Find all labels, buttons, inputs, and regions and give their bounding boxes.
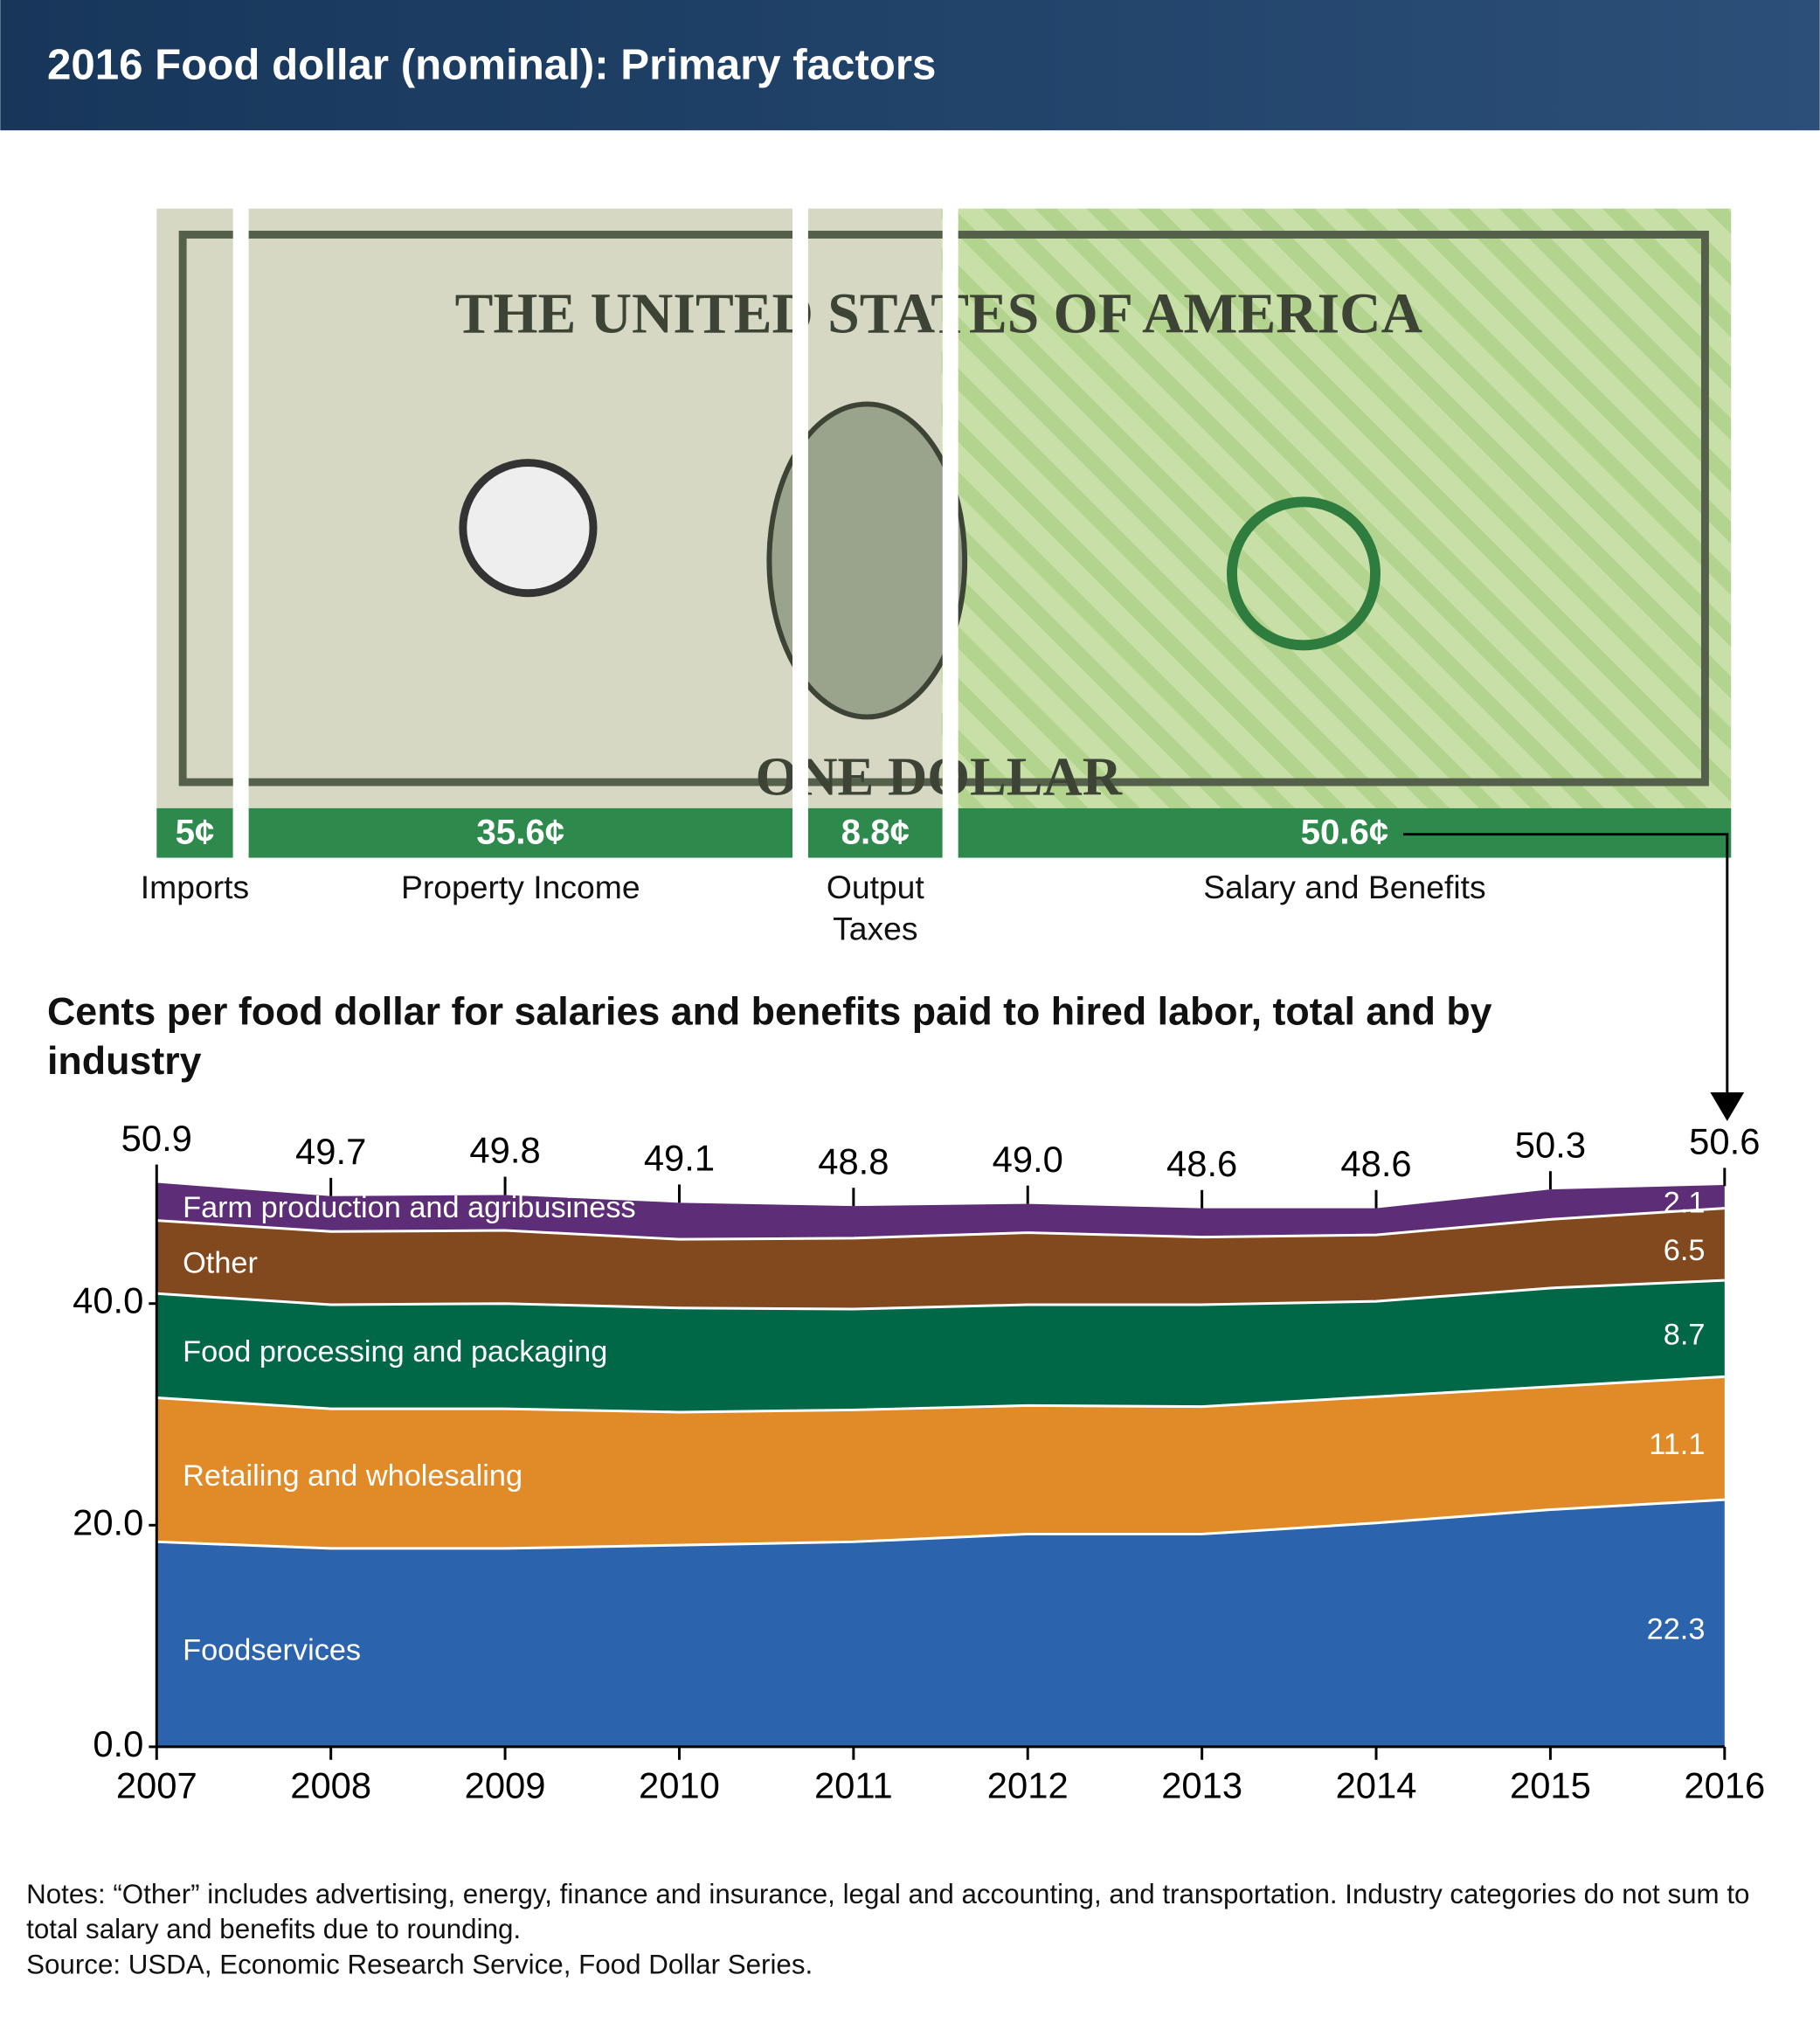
- bill-gap: [232, 195, 249, 874]
- value-label: 8.8¢: [841, 812, 910, 851]
- total-label: 49.7: [295, 1131, 366, 1172]
- end-value-label: 2.1: [1664, 1186, 1706, 1219]
- chart-title-box: Cents per food dollar for salaries and b…: [46, 990, 1492, 1084]
- total-label: 48.6: [1340, 1143, 1411, 1184]
- bill-portrait: [766, 401, 968, 720]
- area: [156, 1280, 1725, 1412]
- dollar-segment: [156, 807, 233, 858]
- bill-gap: [792, 195, 808, 874]
- bill-seal: [459, 459, 598, 598]
- category-label: Imports: [140, 869, 250, 906]
- area-divider: [156, 1207, 1725, 1241]
- x-tick-label: 2016: [1684, 1765, 1765, 1806]
- total-label: 50.3: [1515, 1124, 1586, 1165]
- category-label-box: Imports: [140, 869, 250, 906]
- value-label: 35.6¢: [476, 812, 564, 851]
- category-label-box: Output Taxes: [826, 869, 924, 948]
- bill-engraving: ONE DOLLAR: [756, 745, 1123, 807]
- area-divider: [156, 1375, 1725, 1414]
- category-label-box: Salary and Benefits: [1203, 869, 1486, 906]
- area: [156, 1182, 1725, 1240]
- notes: Notes: “Other” includes advertising, ene…: [26, 1880, 1750, 1945]
- arrow-line: [1403, 833, 1729, 1093]
- bill-engraving: THE UNITED STATES OF AMERICA: [455, 283, 1422, 346]
- x-tick-label: 2009: [465, 1765, 546, 1806]
- value-label: 50.6¢: [1301, 812, 1389, 851]
- x-tick-label: 2012: [987, 1765, 1069, 1806]
- y-tick-label: 0.0: [93, 1723, 143, 1764]
- area: [156, 1376, 1725, 1549]
- dollar-segment: [248, 807, 792, 858]
- end-value-label: 6.5: [1664, 1234, 1706, 1267]
- series-label: Other: [183, 1246, 258, 1279]
- end-value-label: 11.1: [1649, 1428, 1705, 1461]
- y-tick-label: 40.0: [73, 1280, 143, 1321]
- total-label: 49.1: [644, 1138, 715, 1179]
- end-value-label: 22.3: [1647, 1613, 1706, 1646]
- total-label: 48.6: [1166, 1143, 1237, 1184]
- series-label: Food processing and packaging: [183, 1335, 607, 1368]
- series-label: Retailing and wholesaling: [183, 1459, 522, 1493]
- dollar-segment: [807, 807, 943, 858]
- bill-gap: [942, 195, 958, 874]
- category-label-box: Property Income: [400, 869, 640, 906]
- arrow-head: [1710, 1092, 1745, 1121]
- series-label: Foodservices: [183, 1634, 361, 1667]
- bill-seal: [1226, 496, 1381, 651]
- total-label: 49.0: [993, 1139, 1063, 1180]
- source: Source: USDA, Economic Research Service,…: [26, 1950, 813, 1980]
- y-tick-label: 20.0: [73, 1501, 143, 1542]
- notes-box: Notes: “Other” includes advertising, ene…: [26, 1880, 1750, 1980]
- series-label: Farm production and agribusiness: [183, 1191, 636, 1224]
- area-divider: [156, 1498, 1725, 1550]
- end-value-label: 8.7: [1664, 1318, 1706, 1351]
- header-bar: [0, 0, 1820, 131]
- x-tick-label: 2007: [116, 1765, 197, 1806]
- chart-title: Cents per food dollar for salaries and b…: [46, 990, 1492, 1084]
- dollar-bill: THE UNITED STATES OF AMERICA ONE DOLLAR: [156, 208, 1732, 808]
- x-tick-label: 2008: [290, 1765, 371, 1806]
- value-label: 5¢: [176, 812, 215, 851]
- page-title: 2016 Food dollar (nominal): Primary fact…: [47, 41, 936, 89]
- x-tick-label: 2014: [1336, 1765, 1417, 1806]
- total-label: 50.9: [121, 1118, 192, 1159]
- x-tick-label: 2011: [814, 1765, 893, 1806]
- category-label: Output Taxes: [826, 869, 924, 948]
- total-label: 50.6: [1689, 1121, 1760, 1162]
- x-tick-label: 2010: [639, 1765, 720, 1806]
- x-tick-label: 2013: [1161, 1765, 1242, 1806]
- area: [156, 1500, 1725, 1747]
- area-divider: [156, 1278, 1725, 1311]
- category-label: Salary and Benefits: [1203, 869, 1486, 906]
- category-label: Property Income: [400, 869, 640, 906]
- total-label: 49.8: [469, 1130, 540, 1171]
- total-label: 48.8: [818, 1140, 889, 1181]
- x-tick-label: 2015: [1510, 1765, 1591, 1806]
